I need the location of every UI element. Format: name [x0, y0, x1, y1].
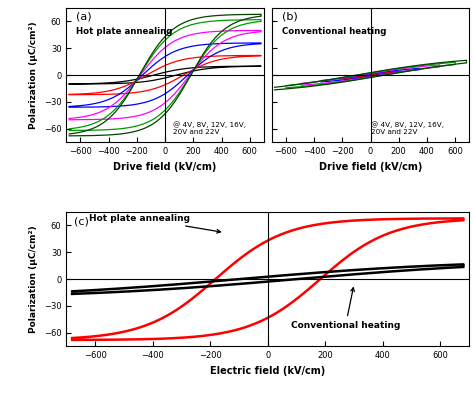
Y-axis label: Polarization (μC/cm²): Polarization (μC/cm²)	[29, 225, 38, 333]
X-axis label: Drive field (kV/cm): Drive field (kV/cm)	[113, 162, 217, 172]
Text: (a): (a)	[76, 12, 92, 22]
Text: Conventional heating: Conventional heating	[282, 27, 386, 36]
Text: Hot plate annealing: Hot plate annealing	[76, 27, 173, 36]
Text: @ 4V, 8V, 12V, 16V,
20V and 22V: @ 4V, 8V, 12V, 16V, 20V and 22V	[371, 122, 444, 135]
Text: Conventional heating: Conventional heating	[291, 288, 400, 330]
X-axis label: Electric field (kV/cm): Electric field (kV/cm)	[210, 366, 326, 376]
Y-axis label: Polarization (μC/cm²): Polarization (μC/cm²)	[29, 21, 38, 129]
Text: Hot plate annealing: Hot plate annealing	[90, 214, 220, 233]
X-axis label: Drive field (kV/cm): Drive field (kV/cm)	[319, 162, 422, 172]
Text: (c): (c)	[74, 216, 89, 226]
Text: @ 4V, 8V, 12V, 16V,
20V and 22V: @ 4V, 8V, 12V, 16V, 20V and 22V	[173, 122, 246, 135]
Text: (b): (b)	[282, 12, 297, 22]
